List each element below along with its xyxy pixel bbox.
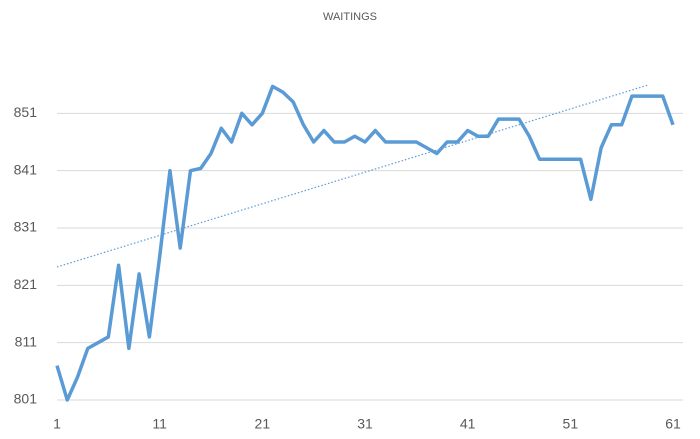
data-line — [55, 84, 675, 402]
x-tick-label: 1 — [53, 416, 61, 432]
x-tick-label: 41 — [460, 416, 476, 432]
y-tick-label: 821 — [14, 276, 38, 292]
trendline — [56, 84, 648, 268]
y-tick-label: 851 — [14, 104, 38, 120]
chart-title: WAITINGS — [323, 11, 377, 23]
x-tick-label: 61 — [665, 416, 681, 432]
y-tick-label: 811 — [15, 333, 38, 349]
y-tick-label: 841 — [14, 161, 38, 177]
y-tick-label: 801 — [14, 391, 38, 407]
x-tick-label: 51 — [563, 416, 579, 432]
x-tick-label: 31 — [357, 416, 373, 432]
x-tick-label: 11 — [152, 416, 167, 432]
y-tick-label: 831 — [14, 219, 38, 235]
x-tick-label: 21 — [255, 416, 271, 432]
